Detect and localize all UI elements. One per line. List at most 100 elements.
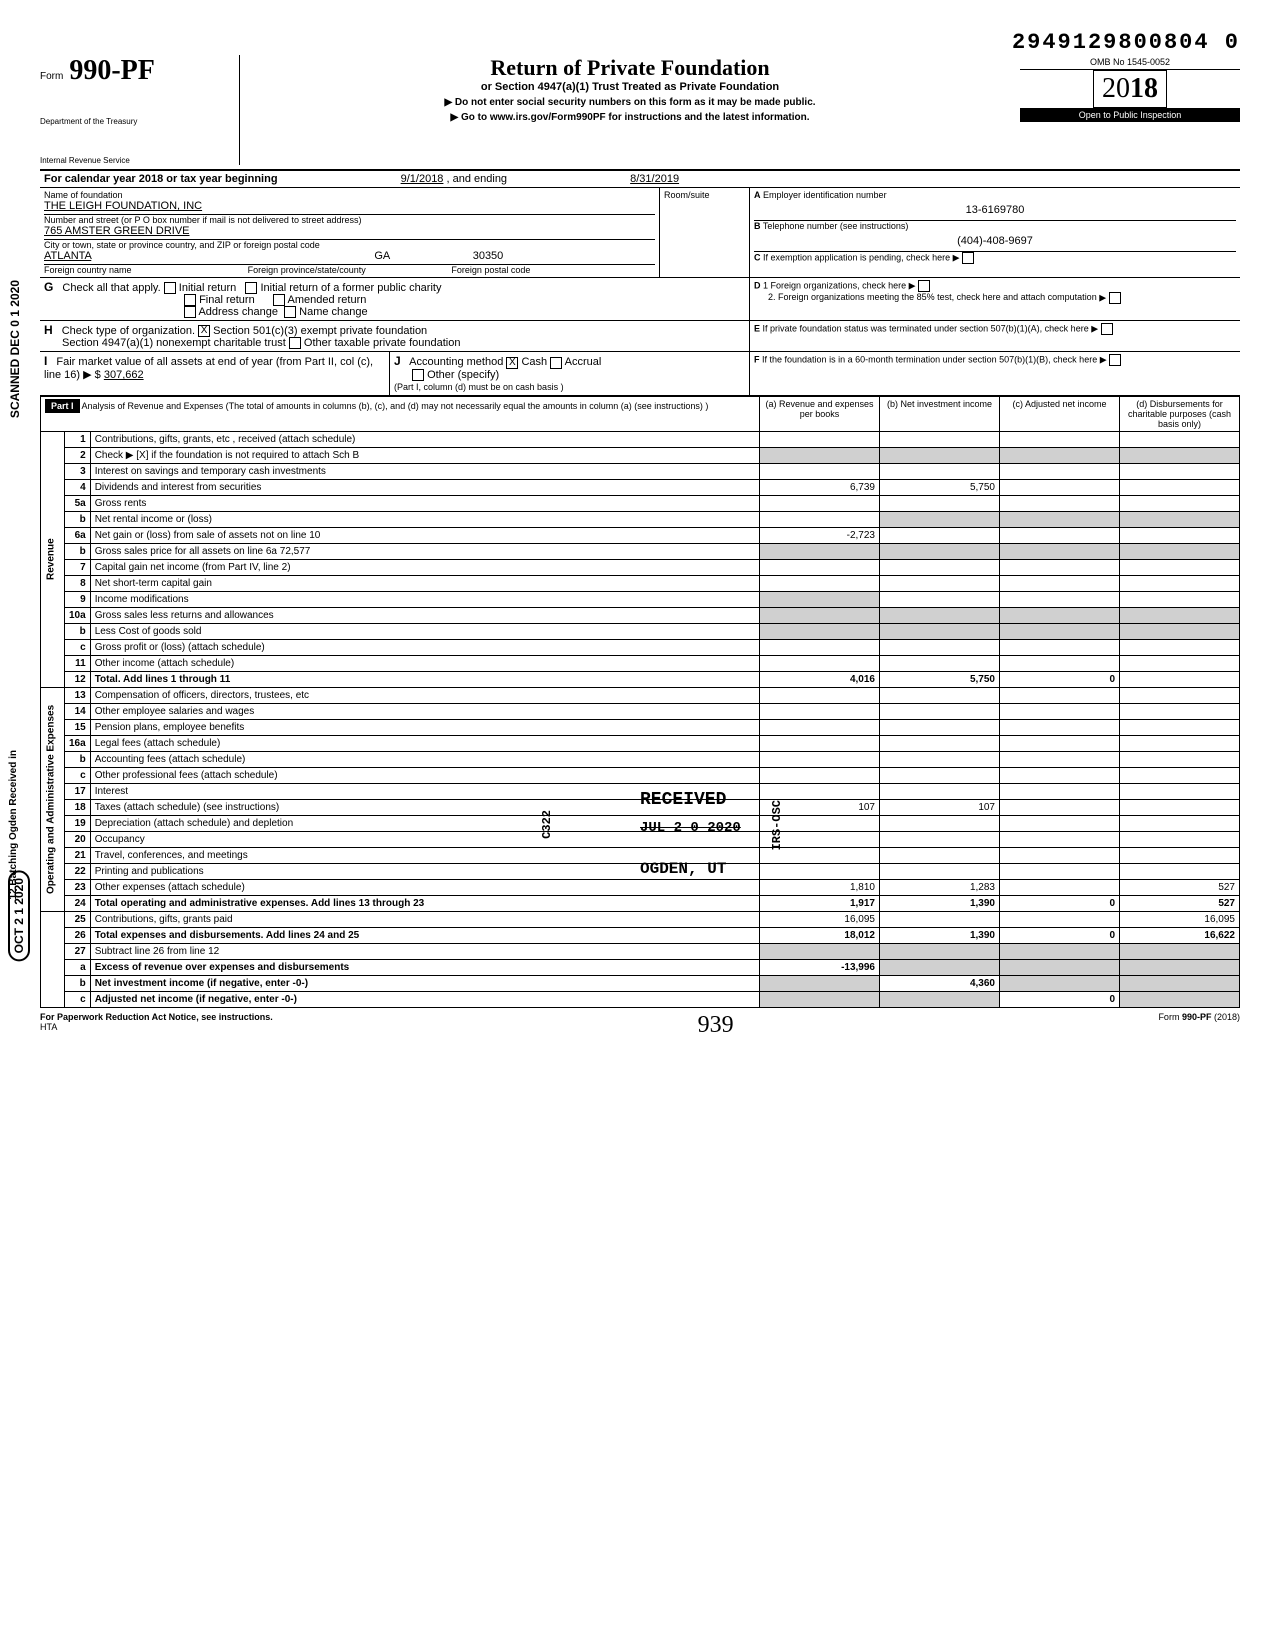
cb-amended[interactable] (273, 294, 285, 306)
footer-left: For Paperwork Reduction Act Notice, see … (40, 1012, 273, 1022)
amount-cell (1120, 639, 1240, 655)
cb-address[interactable] (184, 306, 196, 318)
zip: 30350 (473, 250, 504, 262)
row-number: 11 (65, 655, 91, 671)
cb-name[interactable] (284, 306, 296, 318)
section-h-e-row: H Check type of organization. X Section … (40, 321, 1240, 352)
cb-d2[interactable] (1109, 292, 1121, 304)
form-prefix: Form (40, 71, 63, 82)
cb-e[interactable] (1101, 323, 1113, 335)
amount-cell: -13,996 (760, 959, 880, 975)
table-row: 17Interest (41, 783, 1240, 799)
row-number: 16a (65, 735, 91, 751)
amount-cell (880, 431, 1000, 447)
letter-d: D (754, 280, 761, 290)
cb-f[interactable] (1109, 354, 1121, 366)
amount-cell (1120, 703, 1240, 719)
dept-irs: Internal Revenue Service (40, 156, 231, 165)
cb-501c3[interactable]: X (198, 325, 210, 337)
row-number: 13 (65, 687, 91, 703)
h-label: Check type of organization. (62, 325, 195, 337)
row-desc: Accounting fees (attach schedule) (90, 751, 759, 767)
amount-cell (880, 991, 1000, 1007)
amount-cell (1120, 527, 1240, 543)
opt-former: Initial return of a former public charit… (261, 282, 442, 294)
amount-cell (760, 543, 880, 559)
amount-cell: 1,917 (760, 895, 880, 911)
cb-d1[interactable] (918, 280, 930, 292)
amount-cell (760, 559, 880, 575)
amount-cell (760, 655, 880, 671)
amount-cell (760, 687, 880, 703)
cb-final[interactable] (184, 294, 196, 306)
section-i-j-f-row: I Fair market value of all assets at end… (40, 352, 1240, 395)
row-desc: Total operating and administrative expen… (90, 895, 759, 911)
table-row: bNet investment income (if negative, ent… (41, 975, 1240, 991)
form-title: Return of Private Foundation (250, 55, 1010, 81)
instr-ssn-text: Do not enter social security numbers on … (455, 97, 816, 108)
amount-cell (760, 831, 880, 847)
table-row: 5aGross rents (41, 495, 1240, 511)
ein-value: 13-6169780 (754, 200, 1236, 221)
amount-cell: 18,012 (760, 927, 880, 943)
table-row: 8Net short-term capital gain (41, 575, 1240, 591)
part1-desc: Analysis of Revenue and Expenses (The to… (82, 401, 709, 411)
col-c-header: (c) Adjusted net income (1000, 396, 1120, 431)
checkbox-c[interactable] (962, 252, 974, 264)
i-label: Fair market value of all assets at end o… (44, 356, 373, 381)
cb-other-method[interactable] (412, 369, 424, 381)
amount-cell (1000, 847, 1120, 863)
amount-cell (880, 767, 1000, 783)
table-row: 7Capital gain net income (from Part IV, … (41, 559, 1240, 575)
row-desc: Interest (90, 783, 759, 799)
ein-label: A Employer identification number (754, 190, 1236, 200)
table-row: bNet rental income or (loss) (41, 511, 1240, 527)
g-label: Check all that apply. (62, 282, 160, 294)
row-number: 26 (65, 927, 91, 943)
cb-initial[interactable] (164, 282, 176, 294)
omb-number: OMB No 1545-0052 (1020, 55, 1240, 70)
foundation-name: THE LEIGH FOUNDATION, INC (44, 200, 655, 212)
table-row: 3Interest on savings and temporary cash … (41, 463, 1240, 479)
instr-ssn: ▶ Do not enter social security numbers o… (250, 97, 1010, 108)
form-center-block: Return of Private Foundation or Section … (240, 55, 1020, 123)
amount-cell (1000, 607, 1120, 623)
amount-cell (880, 607, 1000, 623)
amount-cell: 107 (760, 799, 880, 815)
amount-cell: 1,810 (760, 879, 880, 895)
amount-cell: 527 (1120, 879, 1240, 895)
cb-former[interactable] (245, 282, 257, 294)
form-number: 990-PF (69, 55, 155, 87)
col-d-header: (d) Disbursements for charitable purpose… (1120, 396, 1240, 431)
cb-accrual[interactable] (550, 357, 562, 369)
amount-cell (760, 431, 880, 447)
year-value: 18 (1130, 73, 1158, 104)
amount-cell: 1,283 (880, 879, 1000, 895)
cb-other-tax[interactable] (289, 337, 301, 349)
row-number: 19 (65, 815, 91, 831)
table-row: 27Subtract line 26 from line 12 (41, 943, 1240, 959)
table-row: Revenue1Contributions, gifts, grants, et… (41, 431, 1240, 447)
j-label: Accounting method (409, 356, 503, 368)
amount-cell (1120, 719, 1240, 735)
amount-cell (880, 559, 1000, 575)
cb-cash[interactable]: X (506, 357, 518, 369)
amount-cell: 0 (1000, 991, 1120, 1007)
stamp-scanned: SCANNED DEC 0 1 2020 (8, 280, 22, 418)
city: ATLANTA (44, 250, 91, 262)
amount-cell (760, 975, 880, 991)
amount-cell (1120, 623, 1240, 639)
table-row: 18Taxes (attach schedule) (see instructi… (41, 799, 1240, 815)
room-label: Room/suite (660, 188, 750, 277)
col-b-header: (b) Net investment income (880, 396, 1000, 431)
amount-cell (880, 831, 1000, 847)
table-row: aExcess of revenue over expenses and dis… (41, 959, 1240, 975)
i-value: 307,662 (104, 369, 144, 381)
amount-cell: 0 (1000, 895, 1120, 911)
amount-cell (880, 847, 1000, 863)
amount-cell: -2,723 (760, 527, 880, 543)
amount-cell (1120, 671, 1240, 687)
row-desc: Other professional fees (attach schedule… (90, 767, 759, 783)
part1-title: Part I (45, 399, 80, 413)
row-desc: Depreciation (attach schedule) and deple… (90, 815, 759, 831)
